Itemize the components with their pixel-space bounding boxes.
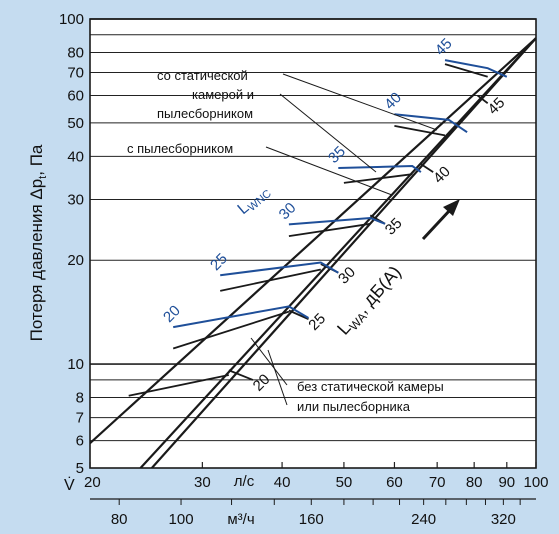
x-tick-label-20: 20 bbox=[84, 474, 101, 491]
black-tick-0 bbox=[128, 374, 229, 397]
x-tick-label-100: 100 bbox=[523, 474, 548, 491]
black-tick-2 bbox=[220, 268, 321, 292]
nc-curve-40 bbox=[394, 113, 468, 134]
annot-dust: с пылесборником bbox=[127, 141, 233, 156]
x-tick-label-70: 70 bbox=[429, 474, 446, 491]
x2-axis-unit: м³/ч bbox=[227, 511, 254, 528]
lwa-arrow-shaft bbox=[421, 208, 452, 241]
y-tick-label-70: 70 bbox=[67, 64, 84, 81]
lwa-tick-40 bbox=[420, 163, 434, 173]
lwa-tick-45 bbox=[477, 94, 489, 104]
y-tick-label-40: 40 bbox=[67, 148, 84, 165]
annot-none-line2: или пылесборника bbox=[297, 399, 411, 414]
black-tick-1 bbox=[172, 310, 290, 350]
y-tick-label-5: 5 bbox=[76, 460, 84, 477]
series-lines bbox=[90, 37, 536, 468]
y-tick-label-60: 60 bbox=[67, 88, 84, 105]
plot-area bbox=[90, 19, 536, 468]
leader-none-1 bbox=[250, 337, 288, 386]
leader-none-2 bbox=[267, 349, 288, 406]
series-line-2 bbox=[151, 37, 536, 468]
y-tick-label-80: 80 bbox=[67, 44, 84, 61]
x-tick-label-30: 30 bbox=[194, 474, 211, 491]
nc-curve-20 bbox=[173, 305, 310, 329]
x2-tick-label-80: 80 bbox=[111, 511, 128, 528]
leader-static-2 bbox=[279, 93, 377, 173]
y-tick-label-6: 6 bbox=[76, 433, 84, 450]
lwa-arrow-head bbox=[443, 199, 460, 216]
y-axis-title-unit: , Па bbox=[27, 144, 46, 176]
axis-labels: 5 6 7 8 10 20 30 40 50 60 70 80 100 20 30 40 50 60 70 80 90 1… bbox=[59, 11, 549, 528]
y-tick-label-30: 30 bbox=[67, 191, 84, 208]
x2-tick-label-240: 240 bbox=[411, 511, 436, 528]
x-axis-unit: л/с bbox=[234, 473, 255, 490]
nc-curve-30 bbox=[288, 216, 386, 226]
black-tick-6 bbox=[444, 63, 488, 78]
x-tick-label-40: 40 bbox=[274, 474, 291, 491]
x-tick-label-90: 90 bbox=[498, 474, 515, 491]
lwa-tick-25 bbox=[288, 309, 309, 320]
y-tick-label-50: 50 bbox=[67, 115, 84, 132]
nc-curve-35 bbox=[338, 164, 422, 173]
lwa-tick-20 bbox=[228, 369, 254, 381]
annot-static-line3: пылесборником bbox=[157, 106, 253, 121]
y-axis-title-sub: t bbox=[37, 176, 49, 179]
y-tick-label-100: 100 bbox=[59, 11, 84, 28]
annot-static-line2: камерой и bbox=[192, 87, 254, 102]
y-axis-title: Потеря давления Δpt, Па bbox=[27, 144, 49, 341]
grid-lines bbox=[89, 18, 537, 469]
series-line-1 bbox=[139, 37, 536, 468]
series-line-0 bbox=[90, 37, 536, 445]
annot-none-line1: без статической камеры bbox=[297, 379, 444, 394]
nc-curve-45 bbox=[444, 59, 508, 78]
x-tick-label-50: 50 bbox=[336, 474, 353, 491]
plot-frame bbox=[89, 18, 537, 469]
y-tick-label-10: 10 bbox=[67, 356, 84, 373]
annotation-leaders bbox=[250, 73, 438, 406]
nc-curve-25 bbox=[220, 261, 339, 277]
black-tick-5 bbox=[394, 125, 446, 137]
y-tick-label-7: 7 bbox=[76, 410, 84, 427]
x-tick-label-60: 60 bbox=[386, 474, 403, 491]
x-tick-label-80: 80 bbox=[466, 474, 483, 491]
leader-dust bbox=[265, 146, 393, 196]
x2-tick-label-160: 160 bbox=[299, 511, 324, 528]
x2-tick-label-100: 100 bbox=[169, 511, 194, 528]
x-axis-symbol: V̇ bbox=[64, 476, 75, 494]
y-tick-label-20: 20 bbox=[67, 252, 84, 269]
x2-tick-label-320: 320 bbox=[491, 511, 516, 528]
annot-static-line1: со статической bbox=[157, 68, 248, 83]
y-axis-title-main: Потеря давления Δp bbox=[27, 179, 46, 342]
leader-static-1 bbox=[282, 73, 438, 131]
y-tick-label-8: 8 bbox=[76, 390, 84, 407]
black-tick-3 bbox=[288, 222, 371, 237]
